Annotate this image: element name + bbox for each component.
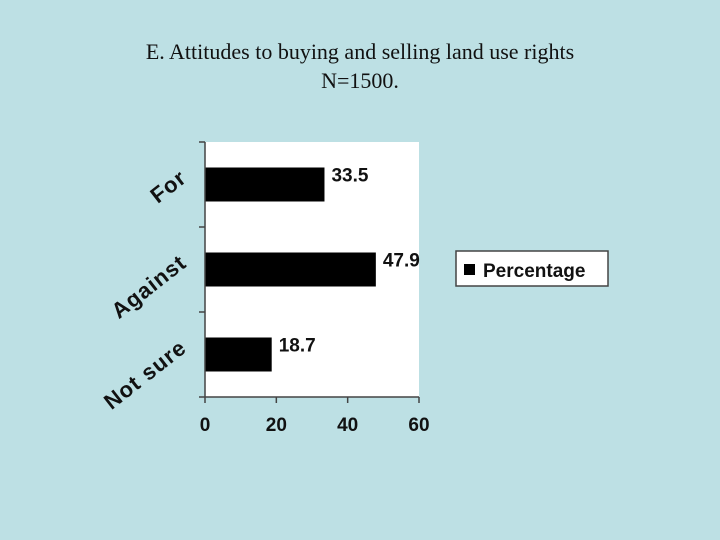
bar-not-sure bbox=[205, 337, 272, 372]
x-tick-label: 20 bbox=[266, 415, 287, 436]
bar-against bbox=[205, 252, 376, 287]
x-tick-label: 40 bbox=[337, 415, 358, 436]
legend-swatch bbox=[464, 264, 475, 275]
x-tick-label: 60 bbox=[408, 415, 429, 436]
data-label: 33.5 bbox=[331, 166, 368, 187]
chart-subtitle: N=1500. bbox=[321, 68, 399, 93]
legend-label: Percentage bbox=[483, 261, 585, 282]
legend-box bbox=[455, 250, 609, 287]
bar-for bbox=[205, 167, 325, 202]
data-label: 18.7 bbox=[279, 336, 316, 357]
category-label: For bbox=[145, 165, 191, 208]
x-tick-label: 0 bbox=[200, 415, 211, 436]
category-label: Not sure bbox=[99, 335, 191, 415]
data-label: 47.9 bbox=[383, 251, 420, 272]
chart-title: E. Attitudes to buying and selling land … bbox=[145, 39, 575, 64]
category-label: Against bbox=[107, 250, 191, 324]
legend: Percentage bbox=[455, 250, 609, 287]
